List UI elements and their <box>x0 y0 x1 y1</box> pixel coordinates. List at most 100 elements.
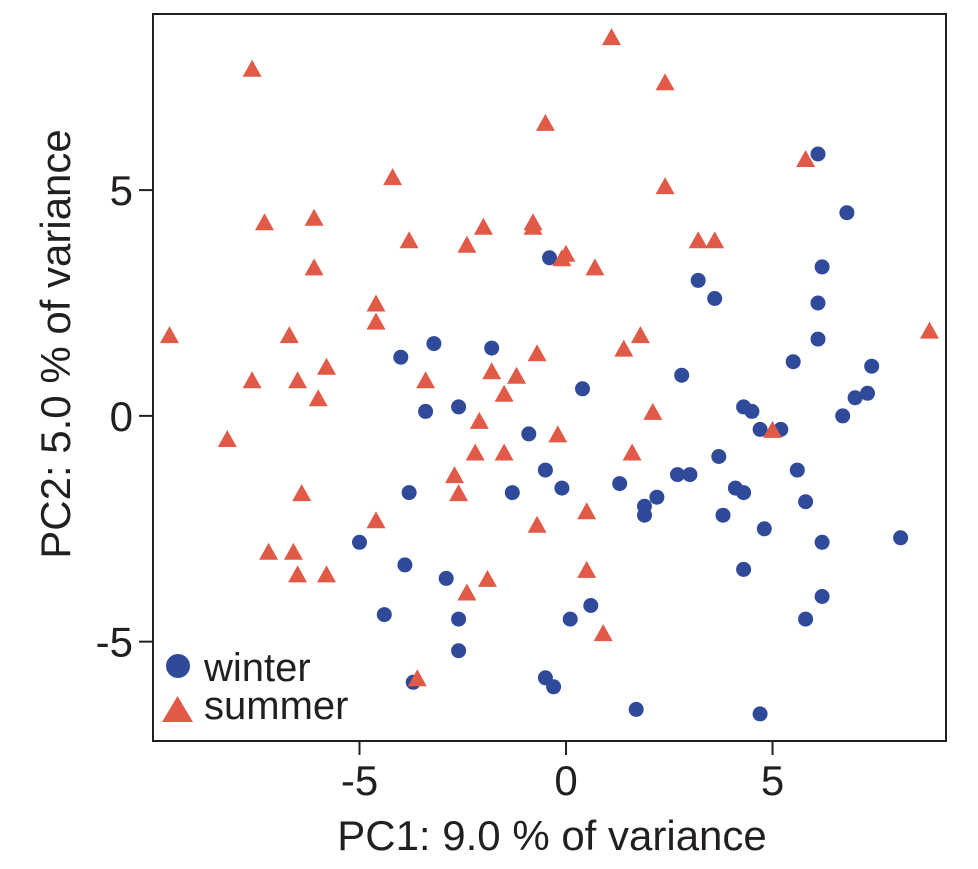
summer-point <box>292 484 312 502</box>
summer-point <box>630 326 650 344</box>
summer-point <box>407 669 427 687</box>
summer-point <box>655 73 675 91</box>
winter-point <box>554 480 570 496</box>
summer-point <box>255 213 274 231</box>
summer-point <box>288 565 308 583</box>
winter-point <box>810 331 826 347</box>
winter-point <box>649 489 665 505</box>
summer-point <box>445 466 464 484</box>
winter-point <box>756 521 772 537</box>
summer-point <box>548 425 568 443</box>
summer-point <box>288 371 308 389</box>
summer-point <box>465 443 485 461</box>
winter-point <box>418 403 434 419</box>
summer-point <box>217 430 237 447</box>
summer-point <box>366 312 386 330</box>
summer-point <box>242 59 262 77</box>
winter-point <box>451 611 467 627</box>
winter-point <box>521 426 537 442</box>
summer-point <box>482 362 502 380</box>
winter-point <box>814 259 830 275</box>
summer-point <box>283 542 303 560</box>
winter-point <box>670 467 685 483</box>
points-layer <box>160 28 939 722</box>
summer-point <box>478 569 497 587</box>
winter-point <box>628 701 644 717</box>
winter-point <box>504 485 520 501</box>
winter-point <box>847 390 863 406</box>
winter-point <box>401 485 417 501</box>
summer-point <box>763 420 782 438</box>
legend-summer-label: summer <box>204 684 348 728</box>
x-tick-label: -5 <box>341 757 378 804</box>
plot-frame <box>152 13 947 742</box>
winter-point <box>376 607 392 623</box>
summer-point <box>705 231 725 249</box>
legend: winter summer <box>162 646 348 728</box>
axes-layer: -5 0 5 -5 0 5 <box>96 167 785 804</box>
winter-point <box>612 476 628 492</box>
summer-point <box>449 484 469 502</box>
legend-winter-label: winter <box>203 646 311 690</box>
summer-point <box>602 28 621 46</box>
winter-point <box>711 449 727 464</box>
winter-point <box>810 146 826 162</box>
y-axis-label: PC2: 5.0 % of variance <box>32 129 79 559</box>
winter-point <box>484 340 500 356</box>
summer-point <box>535 113 555 131</box>
legend-summer-marker <box>162 696 193 722</box>
winter-point <box>835 408 851 424</box>
summer-point <box>552 249 572 267</box>
winter-point <box>736 485 752 501</box>
y-tick-label: -5 <box>96 619 133 666</box>
winter-point <box>426 336 442 352</box>
summer-point <box>366 511 386 529</box>
winter-point <box>542 250 557 266</box>
x-tick-label: 0 <box>554 757 577 804</box>
winter-point <box>438 570 454 586</box>
summer-point <box>507 366 526 384</box>
summer-point <box>577 560 597 578</box>
winter-point <box>451 399 467 415</box>
summer-point <box>308 389 328 407</box>
summer-point <box>523 213 543 231</box>
summer-point <box>688 231 708 249</box>
winter-point <box>715 507 731 523</box>
winter-point <box>562 611 578 627</box>
winter-point <box>839 205 855 221</box>
winter-point <box>789 462 805 478</box>
legend-winter-marker <box>166 654 190 678</box>
winter-point <box>814 589 830 604</box>
winter-point <box>397 557 413 573</box>
winter-point <box>451 643 467 659</box>
summer-point <box>494 384 514 402</box>
winter-point <box>752 706 768 722</box>
winter-point <box>860 385 875 401</box>
winter-point <box>736 561 752 577</box>
winter-point <box>674 367 690 383</box>
summer-point <box>160 326 179 344</box>
summer-point <box>527 515 547 533</box>
winter-point <box>744 403 760 419</box>
x-axis-label: PC1: 9.0 % of variance <box>337 812 767 859</box>
winter-point <box>810 295 826 311</box>
summer-point <box>469 411 489 429</box>
summer-point <box>416 371 436 389</box>
summer-point <box>279 326 299 344</box>
winter-point <box>707 291 723 306</box>
winter-point <box>814 534 830 550</box>
summer-point <box>399 231 419 249</box>
summer-point <box>317 357 336 375</box>
winter-point <box>583 598 599 613</box>
winter-point <box>352 534 367 550</box>
summer-point <box>242 371 262 389</box>
summer-point <box>366 294 386 312</box>
winter-point <box>798 494 814 510</box>
summer-point <box>317 565 336 583</box>
summer-point <box>259 542 279 560</box>
winter-point <box>798 611 814 627</box>
summer-point <box>577 502 597 520</box>
summer-point <box>920 321 939 339</box>
